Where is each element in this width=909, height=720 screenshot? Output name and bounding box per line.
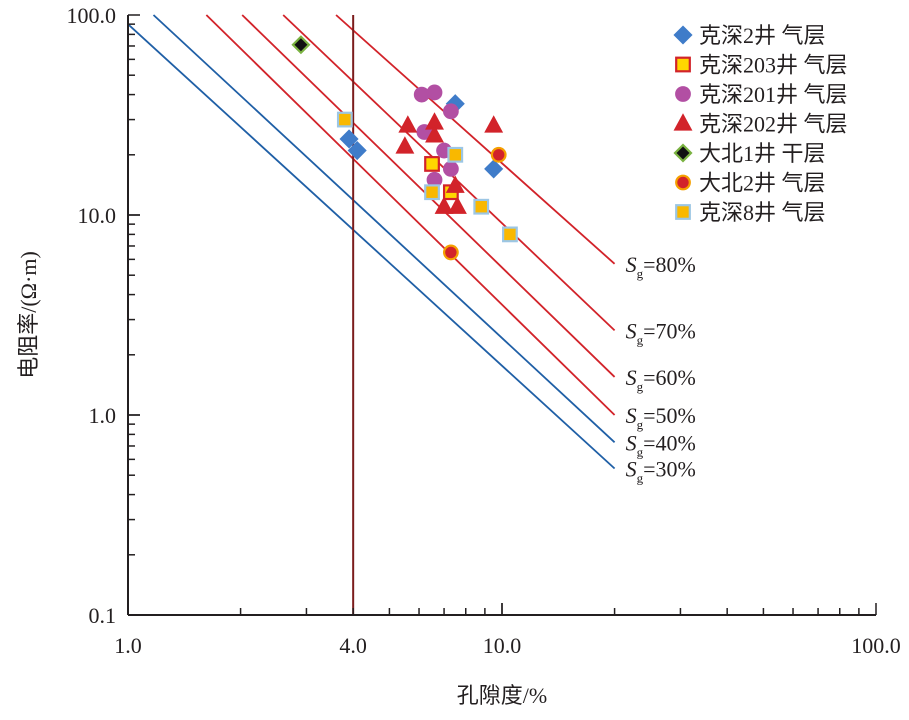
data-point — [442, 244, 459, 261]
legend-marker — [675, 174, 691, 191]
sg-line — [205, 14, 616, 416]
data-point — [490, 146, 507, 163]
sg-value: =30% — [643, 457, 696, 482]
legend-label: 大北2井 气层 — [699, 171, 826, 196]
data-point — [426, 84, 443, 101]
sg-value: =40% — [643, 430, 696, 455]
legend-label: 克深203井 气层 — [699, 53, 848, 78]
y-axis-title: 电阻率/(Ω·m) — [16, 251, 41, 379]
data-point — [336, 111, 353, 128]
sg-label: Sg=50% — [626, 403, 696, 432]
sg-symbol: S — [626, 365, 637, 390]
data-point — [395, 136, 415, 154]
x-tick-label: 1.0 — [114, 633, 142, 658]
data-point — [442, 161, 459, 177]
sg-symbol: S — [626, 403, 637, 428]
data-point — [339, 129, 359, 149]
legend-marker — [675, 56, 691, 73]
sg-label: Sg=60% — [626, 365, 696, 394]
data-point — [502, 226, 518, 243]
x-tick-label: 4.0 — [339, 633, 367, 658]
data-point — [347, 141, 367, 161]
sg-line — [152, 14, 616, 443]
x-tick-label: 10.0 — [483, 633, 522, 658]
data-point — [473, 198, 490, 215]
sg-value: =60% — [643, 365, 696, 390]
sg-symbol: S — [626, 457, 637, 482]
legend-label: 克深202井 气层 — [699, 112, 848, 137]
sg-value: =50% — [643, 403, 696, 428]
data-point — [398, 115, 418, 133]
sg-subscript: g — [637, 379, 644, 394]
legend-label: 克深201井 气层 — [699, 82, 848, 107]
sg-subscript: g — [637, 332, 644, 347]
sg-symbol: S — [626, 318, 637, 343]
data-point — [425, 125, 444, 143]
sg-label: Sg=40% — [626, 430, 696, 459]
data-point — [291, 35, 311, 55]
y-tick-label: 100.0 — [67, 3, 117, 28]
axes: 1.0 4.0 10.0 100.0 0.1 1.0 10.0 100.0 孔隙度/% 电阻率/(… — [16, 3, 901, 708]
legend-marker — [673, 113, 693, 131]
sg-line — [127, 23, 616, 470]
sg-value: =80% — [643, 252, 696, 277]
sg-subscript: g — [637, 471, 644, 486]
sg-label: Sg=30% — [626, 457, 696, 486]
legend-label: 克深2井 气层 — [699, 23, 826, 48]
data-point — [424, 156, 440, 172]
sg-line — [335, 14, 616, 265]
data-point — [447, 146, 464, 163]
y-tick-label: 1.0 — [89, 403, 117, 428]
legend-marker — [673, 143, 693, 163]
data-point — [445, 175, 465, 193]
legend-marker — [673, 25, 693, 45]
data-point — [442, 103, 459, 120]
data-point — [484, 115, 504, 133]
data-point — [413, 86, 430, 103]
legend-marker — [675, 86, 691, 102]
x-tick-label: 100.0 — [851, 633, 901, 658]
legend-label: 大北1井 干层 — [699, 141, 826, 166]
sg-symbol: S — [626, 252, 637, 277]
y-tick-label: 0.1 — [89, 603, 117, 628]
sg-symbol: S — [626, 430, 637, 455]
sg-label: Sg=70% — [626, 318, 696, 347]
x-axis-title: 孔隙度/% — [457, 683, 547, 708]
data-points — [291, 35, 518, 261]
data-point — [484, 159, 504, 179]
data-point — [424, 184, 440, 201]
sg-subscript: g — [637, 266, 644, 281]
legend-marker — [675, 204, 691, 220]
sg-value: =70% — [643, 318, 696, 343]
sg-label: Sg=80% — [626, 252, 696, 281]
sg-subscript: g — [637, 417, 644, 432]
y-tick-label: 10.0 — [78, 203, 117, 228]
legend-label: 克深8井 气层 — [699, 200, 826, 225]
data-point — [434, 196, 454, 214]
sg-subscript: g — [637, 444, 644, 459]
saturation-lines: Sg=80%Sg=70%Sg=60%Sg=50%Sg=40%Sg=30% — [127, 14, 696, 486]
data-point — [447, 196, 467, 214]
